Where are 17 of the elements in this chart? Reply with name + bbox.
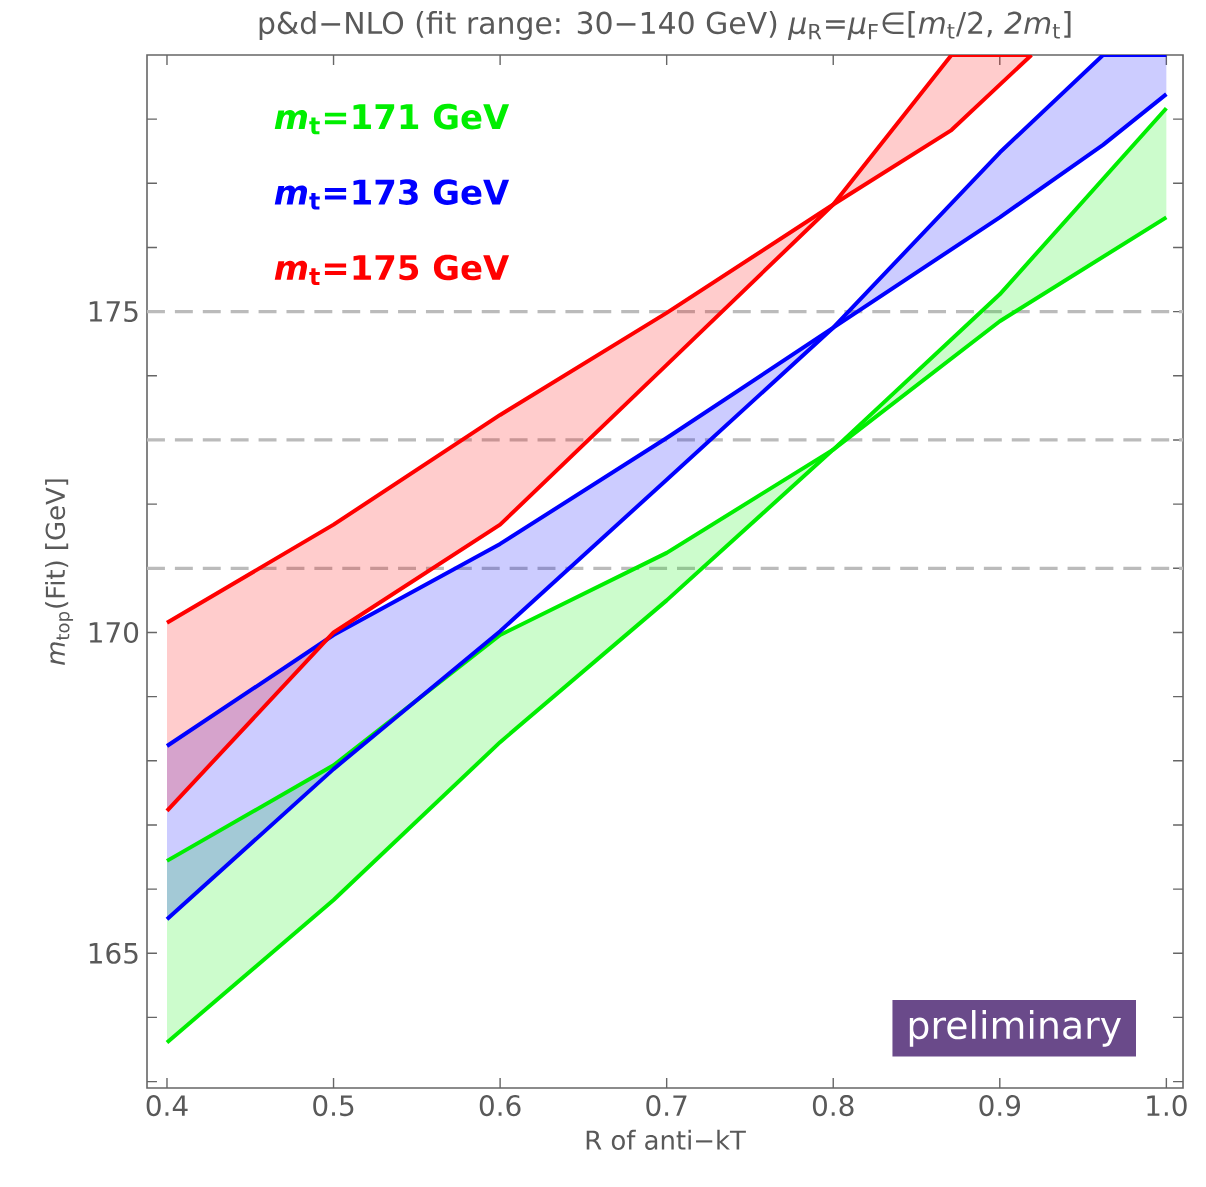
text: m$_{t}$=171 GeV (274, 103, 510, 135)
x-tick-label: 0.9 (979, 1095, 1021, 1117)
chart-title: p&d−NLO (fit range: 30−140 GeV) μ$_{R}$=μ$_{F}$∈[m$_{t}$/2, 2m$_{t}$] (259, 11, 1071, 40)
y-tick-label: 165 (89, 942, 138, 964)
x-tick-label: 0.5 (313, 1095, 354, 1117)
y-axis-title: m$_{top}$(Fit) [GeV] (45, 479, 74, 665)
x-tick-label: 1.0 (1147, 1095, 1187, 1117)
text: m$_{t}$=175 GeV (274, 254, 510, 285)
annotation: preliminary (909, 1010, 1121, 1047)
x-tick-label: 0.8 (812, 1095, 854, 1117)
x-axis-title: R of anti−kT (586, 1129, 746, 1150)
x-tick-label: 0.7 (646, 1095, 687, 1117)
y-tick-label: 170 (89, 621, 139, 644)
x-tick-label: 0.4 (146, 1095, 188, 1117)
y-tick-label: 175 (89, 301, 138, 323)
x-tick-label: 0.6 (479, 1095, 521, 1117)
text: m$_{t}$=173 GeV (274, 179, 510, 210)
